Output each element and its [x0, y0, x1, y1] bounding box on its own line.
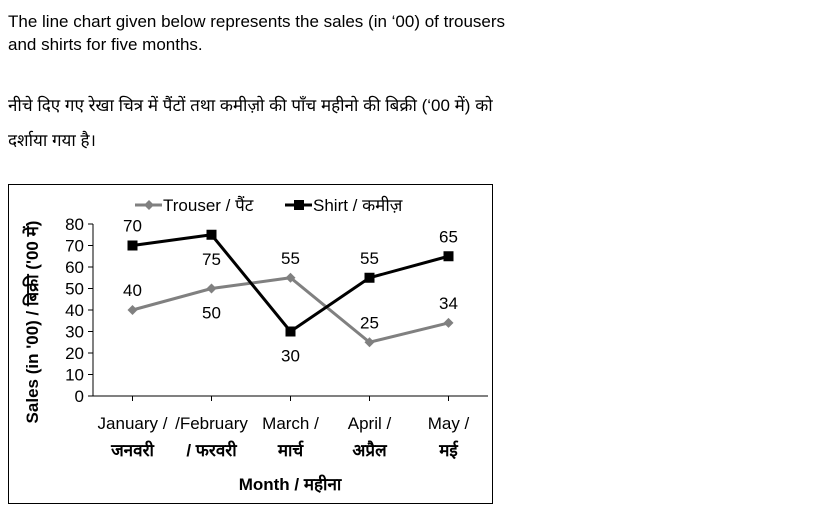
- y-tick-label: 10: [65, 366, 84, 385]
- x-tick-label: May /: [428, 414, 470, 433]
- data-label: 30: [281, 347, 300, 366]
- data-label: 55: [281, 249, 300, 268]
- x-tick-label: April /: [348, 414, 392, 433]
- data-point: [443, 317, 454, 328]
- data-point: [285, 272, 296, 283]
- data-point: [127, 240, 138, 251]
- y-tick-label: 60: [65, 258, 84, 277]
- data-label: 55: [360, 249, 379, 268]
- legend: Trouser / पैंट Shirt / कमीज़: [135, 195, 403, 215]
- intro-hindi: नीचे दिए गए रेखा चित्र में पैंटों तथा कम…: [8, 96, 493, 150]
- data-label: 50: [202, 304, 221, 323]
- intro-english: The line chart given below represents th…: [8, 12, 506, 54]
- series: 40 50 55 25 34 70 75 30 55 65: [123, 217, 458, 366]
- axes: 0 10 20 30 40 50 60 70 80 January / जनवरी /February…: [65, 215, 488, 460]
- x-tick-label-hindi: / फरवरी: [186, 440, 237, 460]
- x-tick-label-hindi: मार्च: [277, 440, 305, 460]
- y-tick-label: 70: [65, 237, 84, 256]
- legend-marker: [294, 200, 304, 210]
- data-label: 25: [360, 313, 379, 332]
- y-tick-label: 80: [65, 215, 84, 234]
- data-label: 34: [439, 294, 458, 313]
- data-point: [364, 272, 375, 283]
- x-tick-label: /February: [175, 414, 248, 433]
- data-point: [364, 337, 375, 348]
- data-point: [443, 251, 454, 262]
- chart-border: [8, 184, 493, 504]
- x-tick-label: March /: [262, 414, 319, 433]
- data-label: 65: [439, 227, 458, 246]
- data-label: 75: [202, 250, 221, 269]
- data-point: [127, 305, 138, 315]
- data-point: [206, 283, 217, 294]
- data-point: [285, 326, 296, 337]
- data-label: 70: [123, 217, 142, 236]
- legend-label: Trouser / पैंट: [163, 195, 254, 215]
- x-tick-label-hindi: अप्रैल: [352, 440, 388, 460]
- x-tick-label-hindi: जनवरी: [110, 440, 154, 460]
- data-point: [206, 229, 217, 240]
- data-label: 40: [123, 281, 142, 300]
- y-tick-label: 50: [65, 280, 84, 299]
- series-1: 70 75 30 55 65: [123, 217, 458, 366]
- y-tick-label: 30: [65, 323, 84, 342]
- legend-label: Shirt / कमीज़: [313, 195, 403, 215]
- series-0: 40 50 55 25 34: [123, 249, 458, 348]
- x-tick-label: January /: [98, 414, 168, 433]
- y-axis-title: Sales (in '00) / बिक्री ('00 में): [22, 221, 42, 424]
- y-tick-label: 0: [75, 387, 84, 406]
- legend-marker: [144, 200, 154, 210]
- x-tick-label-hindi: मई: [438, 440, 459, 460]
- y-tick-label: 20: [65, 344, 84, 363]
- y-tick-label: 40: [65, 301, 84, 320]
- x-axis-title: Month / महीना: [239, 474, 342, 494]
